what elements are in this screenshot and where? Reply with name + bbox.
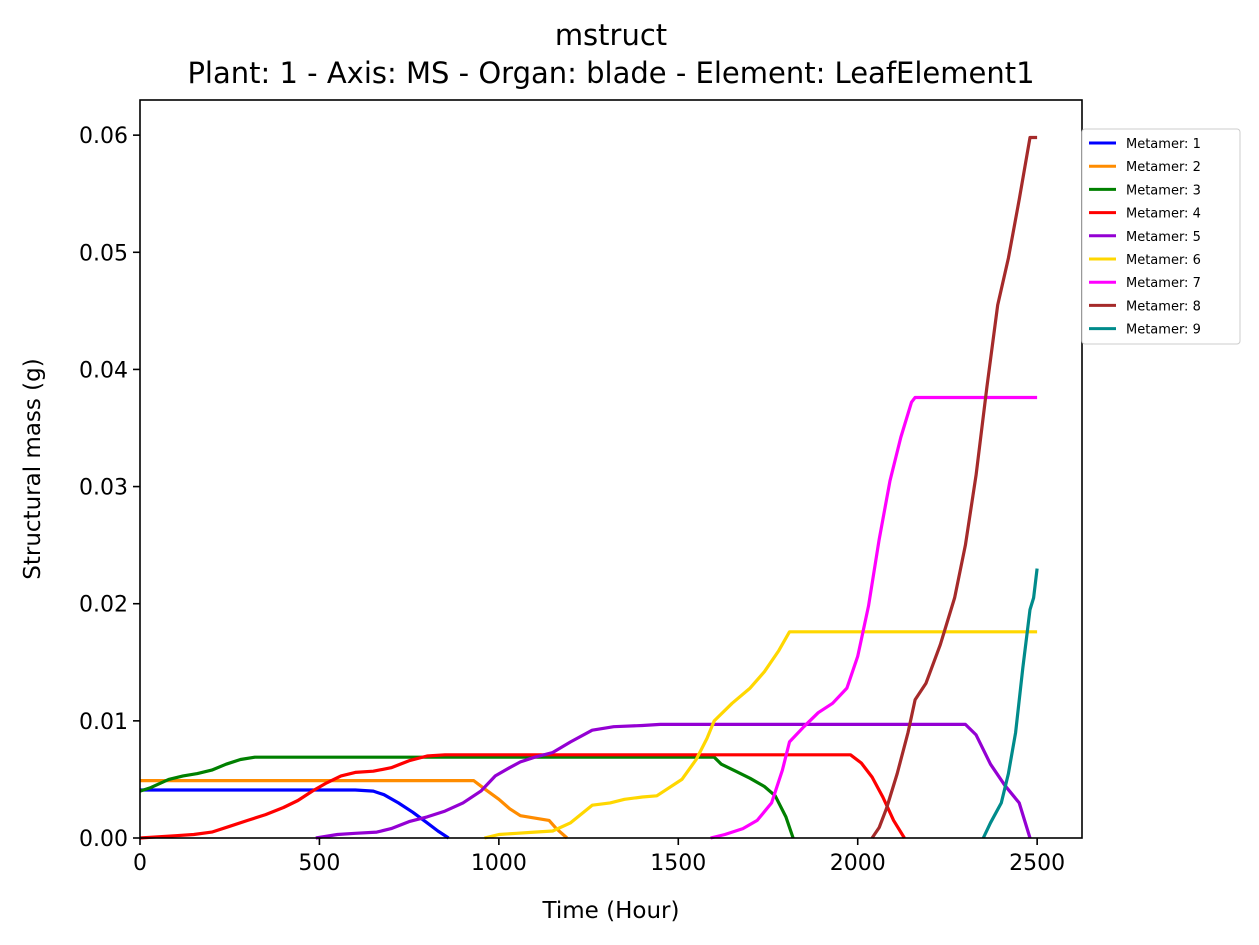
legend-label-7: Metamer: 7: [1126, 276, 1201, 291]
legend-label-6: Metamer: 6: [1126, 253, 1201, 268]
legend-label-1: Metamer: 1: [1126, 137, 1201, 152]
y-tick-label: 0.04: [79, 358, 128, 383]
y-tick-label: 0.00: [79, 827, 128, 852]
legend: Metamer: 1 Metamer: 2 Metamer: 3 Metamer: 4…: [1081, 128, 1241, 345]
series-line-7: [710, 395, 1038, 840]
y-tick-label: 0.05: [79, 241, 128, 266]
x-tick-label: 500: [298, 851, 340, 876]
x-tick-label: 2500: [1009, 851, 1065, 876]
series-line-6: [484, 630, 1038, 840]
y-tick-label: 0.03: [79, 476, 128, 501]
series-line-8: [870, 135, 1038, 839]
series-line-9: [981, 568, 1039, 839]
chart-title: mstruct: [555, 18, 667, 52]
legend-label-2: Metamer: 2: [1126, 160, 1201, 175]
legend-box: [1081, 128, 1241, 345]
x-axis: 0 500 1000 1500 2000 2500: [133, 838, 1065, 876]
plot-frame: [139, 99, 1083, 839]
series-line-4: [139, 753, 906, 840]
series-line-2: [140, 778, 569, 840]
legend-label-3: Metamer: 3: [1126, 183, 1201, 198]
x-tick-label: 1500: [650, 851, 706, 876]
series-line-1: [140, 788, 450, 840]
x-axis-label: Time (Hour): [542, 898, 680, 924]
series-line-3: [139, 755, 795, 839]
legend-label-4: Metamer: 4: [1126, 207, 1201, 222]
y-tick-label: 0.02: [79, 593, 128, 618]
y-axis-label: Structural mass (g): [20, 358, 46, 579]
x-tick-label: 0: [133, 851, 147, 876]
x-tick-label: 2000: [830, 851, 886, 876]
chart-subtitle: Plant: 1 - Axis: MS - Organ: blade - Ele…: [187, 56, 1034, 90]
y-tick-label: 0.06: [79, 124, 128, 149]
y-tick-label: 0.01: [79, 710, 128, 735]
legend-label-5: Metamer: 5: [1126, 230, 1201, 245]
y-axis: 0.00 0.01 0.02 0.03 0.04 0.05 0.06: [79, 124, 140, 852]
legend-label-8: Metamer: 8: [1126, 299, 1201, 314]
plot-lines: [139, 135, 1039, 840]
legend-label-9: Metamer: 9: [1126, 323, 1201, 338]
x-tick-label: 1000: [471, 851, 527, 876]
series-line-5: [315, 722, 1032, 840]
